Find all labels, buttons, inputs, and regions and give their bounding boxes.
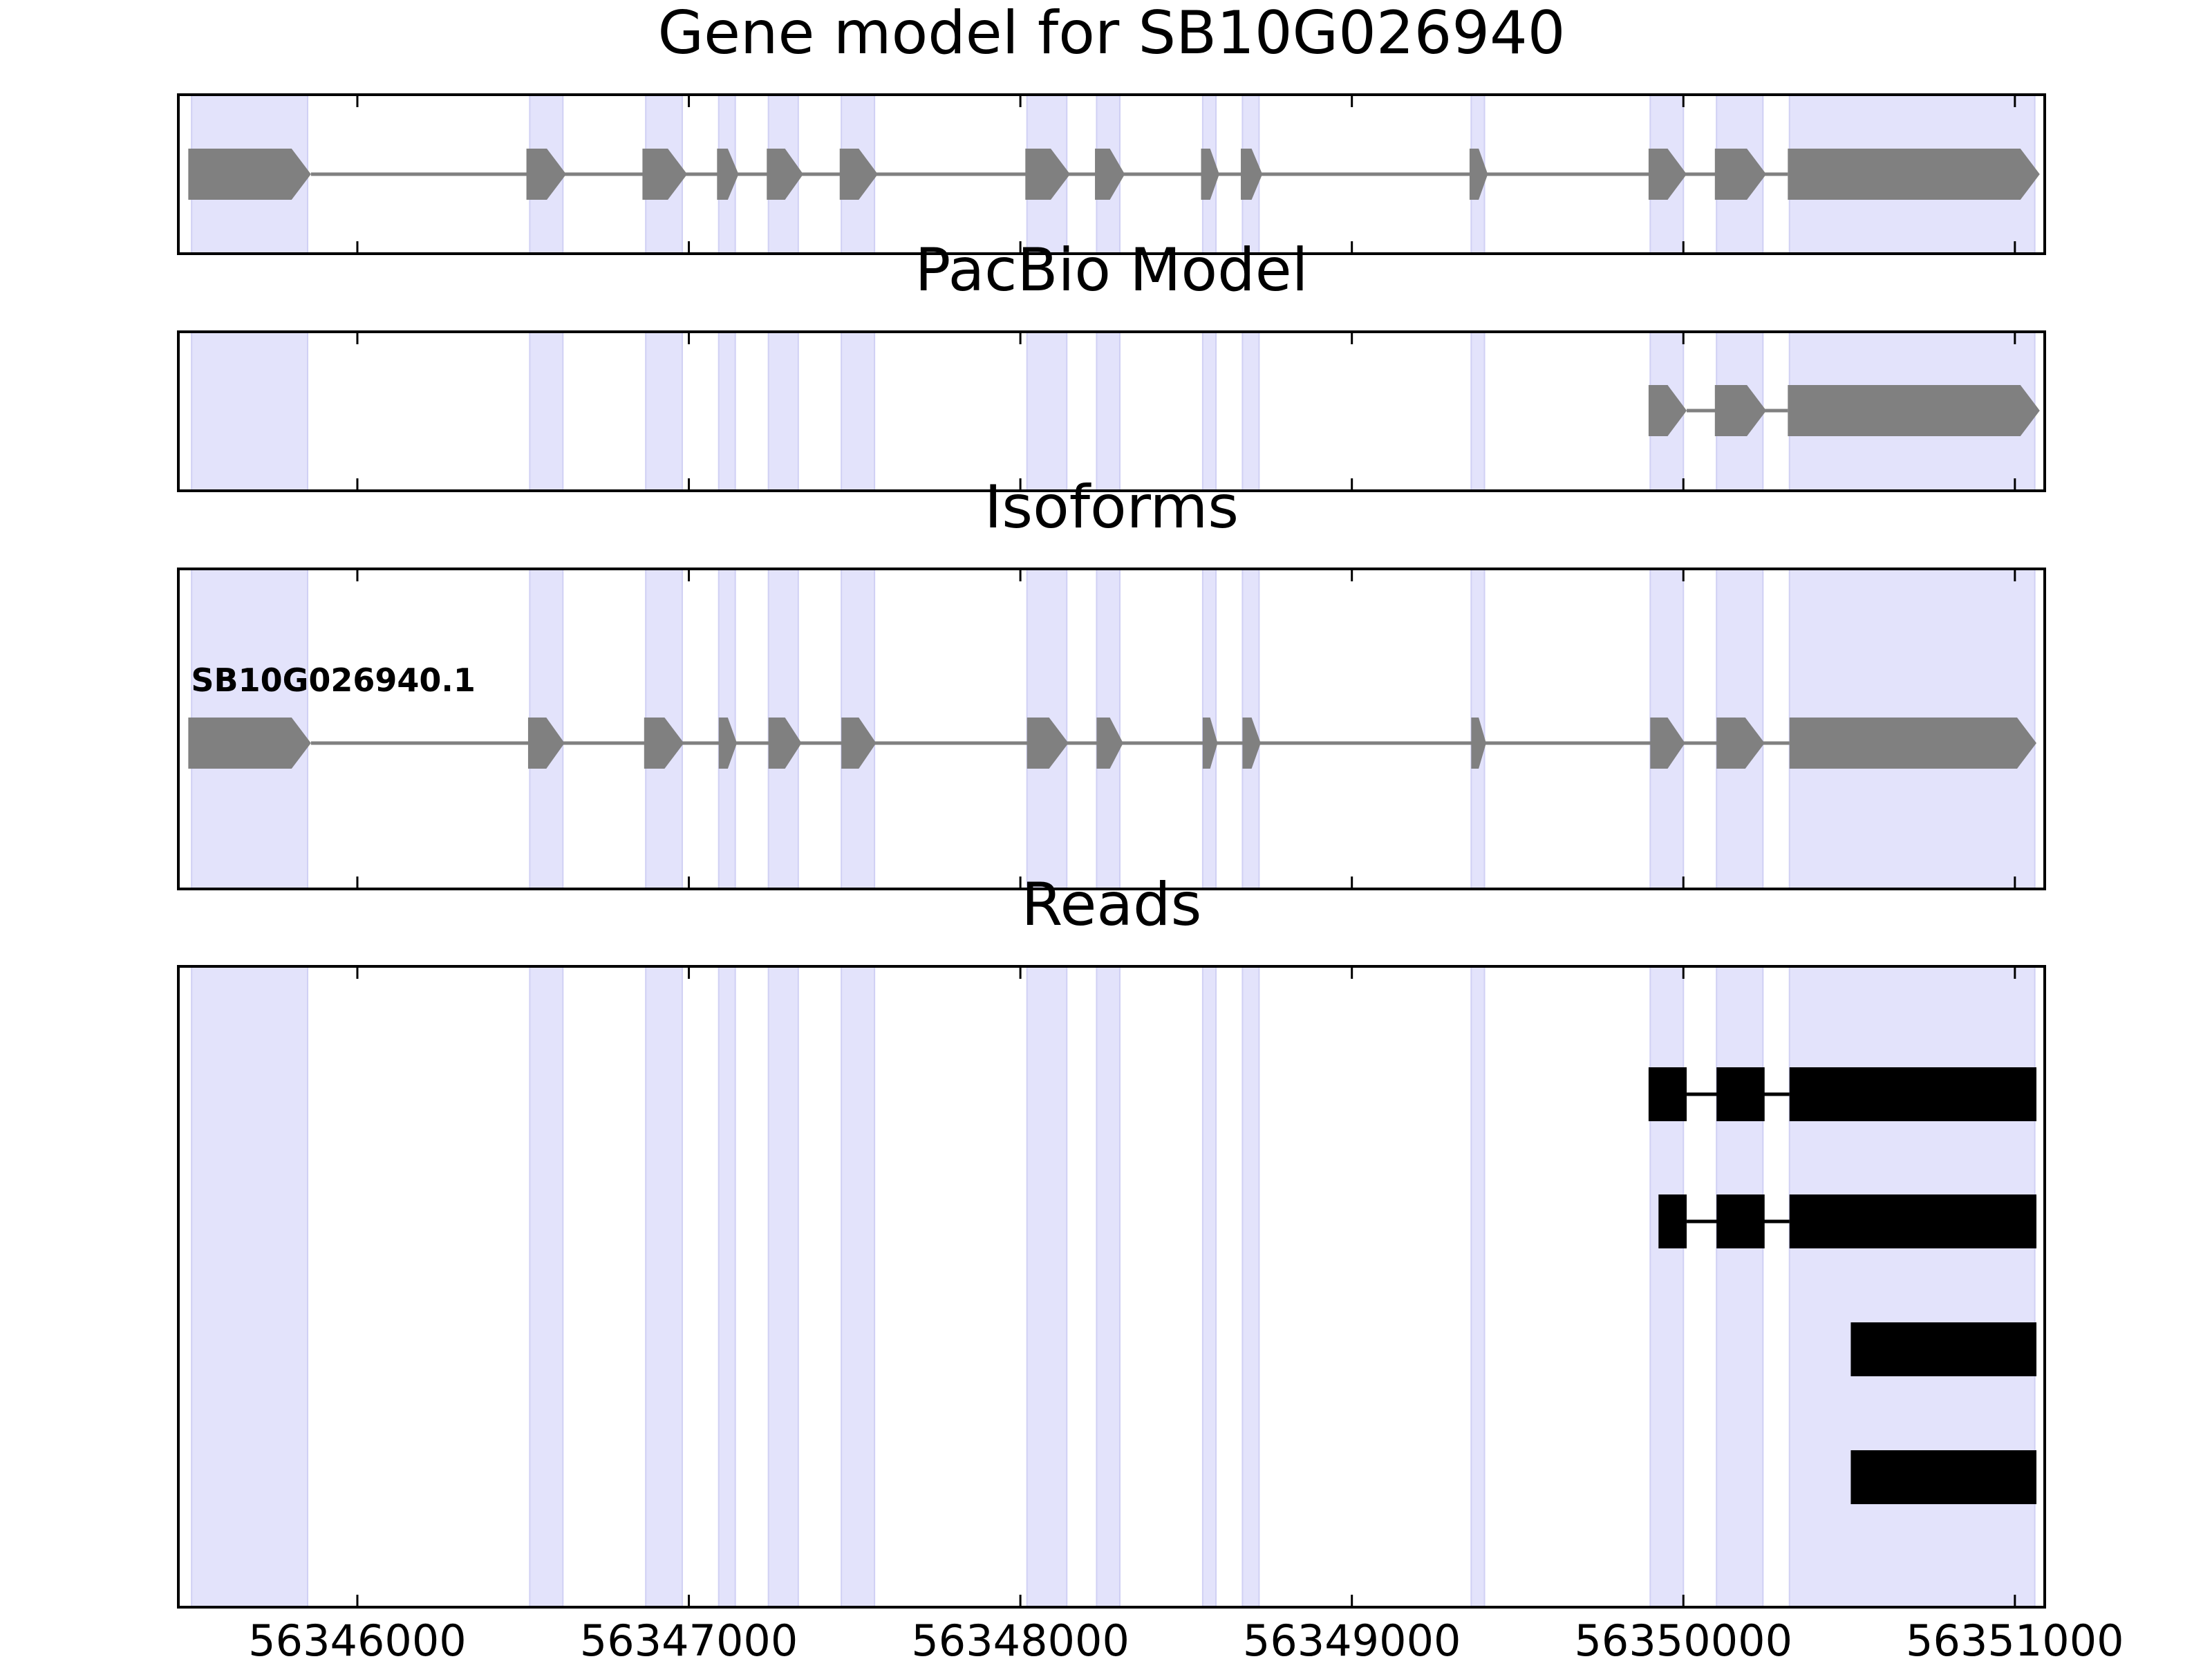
exon-highlight-band (1649, 966, 1685, 1608)
panel-frame (177, 93, 2046, 255)
x-tick-label: 56348000 (911, 1615, 1130, 1659)
exon-arrow (1471, 718, 1486, 769)
exon-highlight-band (1470, 966, 1485, 1608)
exon-arrow (642, 149, 688, 200)
exon-arrow (1648, 149, 1687, 200)
exon-highlight-band (1241, 966, 1260, 1608)
x-tick-label: 56351000 (1906, 1615, 2124, 1659)
exon-arrow (768, 718, 802, 769)
exon-highlight-band (767, 331, 799, 491)
exon-arrow (1096, 718, 1123, 769)
panel-title: Isoforms (984, 473, 1239, 542)
panel-pacbio-model: PacBio Model (177, 236, 2046, 492)
x-tick-label: 56347000 (580, 1615, 798, 1659)
exon-highlight-band (191, 966, 309, 1608)
exon-arrow (1202, 718, 1218, 769)
exon-arrow (1241, 149, 1263, 200)
exon-highlight-band (645, 331, 683, 491)
panel-frame (177, 965, 2046, 1609)
read-block (1789, 1067, 2037, 1121)
exon-arrow (1025, 149, 1071, 200)
exon-arrow (1469, 149, 1488, 200)
x-tick-label: 56350000 (1574, 1615, 1792, 1659)
read-block (1716, 1067, 1765, 1121)
exon-arrow (644, 718, 684, 769)
exon-arrow (1648, 385, 1687, 436)
exon-highlight-band (841, 966, 876, 1608)
exon-arrow (526, 149, 567, 200)
read-block (1648, 1067, 1687, 1121)
exon-highlight-band (841, 331, 876, 491)
exon-arrow (1788, 149, 2040, 200)
exon-highlight-band (529, 966, 564, 1608)
exon-arrow (841, 718, 877, 769)
read-block (1850, 1322, 2037, 1376)
exon-arrow (188, 718, 311, 769)
exon-highlight-band (1716, 966, 1764, 1608)
exon-highlight-band (1201, 966, 1217, 1608)
isoform-label: SB10G026940.1 (191, 662, 475, 699)
exon-highlight-band (718, 966, 736, 1608)
exon-highlight-band (645, 966, 683, 1608)
exon-arrow (767, 149, 803, 200)
exon-highlight-band (1788, 966, 2036, 1608)
read-block (1658, 1194, 1687, 1248)
exon-highlight-band (529, 331, 564, 491)
exon-arrow (717, 149, 739, 200)
read-block (1850, 1450, 2037, 1504)
panel-gene-model-for-sb10g026940: Gene model for SB10G026940 (177, 0, 2046, 255)
panel-frame (177, 330, 2046, 492)
exon-arrow (1650, 718, 1685, 769)
x-tick-label: 56349000 (1243, 1615, 1461, 1659)
panel-isoforms: Isoforms SB10G026940.1 (177, 473, 2046, 890)
exon-arrow (1095, 149, 1125, 200)
exon-arrow (1714, 385, 1767, 436)
panel-reads: Reads 56346000 56347000 56348000 56349000 563… (177, 870, 2124, 1659)
exon-highlight-band (1026, 966, 1068, 1608)
exon-arrow (839, 149, 878, 200)
exon-highlight-band (1241, 331, 1260, 491)
exon-highlight-band (1026, 331, 1068, 491)
exon-arrow (1027, 718, 1069, 769)
exon-arrow (1716, 718, 1765, 769)
exon-arrow (527, 718, 565, 769)
read-block (1716, 1194, 1765, 1248)
exon-highlight-band (1470, 331, 1485, 491)
exon-arrow (718, 718, 738, 769)
panel-title: Reads (1022, 870, 1202, 939)
panel-frame (177, 568, 2046, 890)
exon-highlight-band (1201, 331, 1217, 491)
panel-title: PacBio Model (915, 236, 1308, 305)
exon-arrow (188, 149, 311, 200)
panel-title: Gene model for SB10G026940 (658, 0, 1566, 68)
exon-highlight-band (1096, 331, 1121, 491)
exon-highlight-band (767, 966, 799, 1608)
exon-arrow (1788, 385, 2040, 436)
exon-highlight-band (1096, 966, 1121, 1608)
x-tick-label: 56346000 (248, 1615, 467, 1659)
exon-highlight-band (191, 331, 309, 491)
exon-arrow (1789, 718, 2037, 769)
exon-arrow (1714, 149, 1767, 200)
read-block (1789, 1194, 2037, 1248)
exon-highlight-band (718, 331, 736, 491)
exon-arrow (1242, 718, 1261, 769)
exon-arrow (1201, 149, 1219, 200)
